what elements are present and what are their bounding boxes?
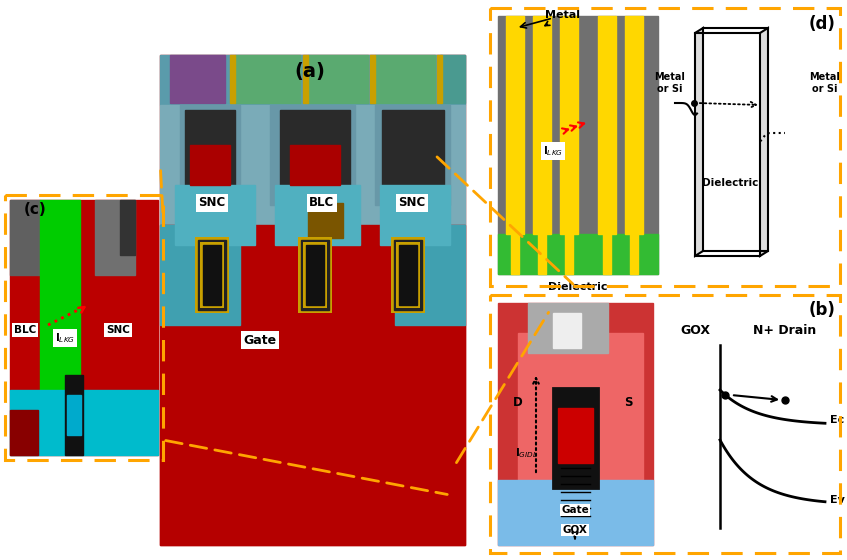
- Text: S: S: [623, 396, 632, 409]
- Text: Dielectric: Dielectric: [548, 282, 608, 292]
- Text: Metal
or Si: Metal or Si: [655, 72, 685, 94]
- Bar: [95, 200, 135, 275]
- Bar: [533, 16, 551, 234]
- Bar: [498, 234, 658, 274]
- Bar: [198, 240, 226, 310]
- Bar: [160, 225, 465, 545]
- Bar: [180, 105, 240, 205]
- Bar: [506, 16, 524, 234]
- Polygon shape: [760, 28, 768, 256]
- Text: D: D: [513, 396, 523, 409]
- Text: BLC: BLC: [309, 197, 335, 209]
- Text: Metal: Metal: [545, 10, 580, 26]
- Bar: [280, 110, 350, 195]
- Bar: [270, 105, 355, 205]
- Bar: [65, 375, 83, 455]
- Text: GOX: GOX: [680, 324, 710, 337]
- Bar: [160, 55, 465, 545]
- Bar: [235, 55, 300, 103]
- Bar: [395, 225, 465, 325]
- Bar: [565, 219, 573, 274]
- Bar: [370, 55, 375, 103]
- Text: SNC: SNC: [398, 197, 426, 209]
- Bar: [275, 185, 360, 245]
- Bar: [306, 245, 324, 305]
- Bar: [160, 105, 465, 225]
- Bar: [10, 390, 158, 455]
- Bar: [391, 237, 425, 313]
- Bar: [375, 105, 450, 205]
- Bar: [518, 333, 643, 495]
- Bar: [301, 240, 329, 310]
- Bar: [200, 242, 224, 308]
- Bar: [375, 55, 435, 103]
- Bar: [170, 55, 225, 103]
- Bar: [195, 237, 229, 313]
- Text: (b): (b): [809, 301, 835, 319]
- Bar: [303, 55, 308, 103]
- Text: Ec: Ec: [830, 415, 844, 425]
- Bar: [308, 203, 343, 238]
- Bar: [498, 16, 658, 274]
- Text: Ev: Ev: [830, 495, 844, 505]
- Bar: [399, 245, 417, 305]
- Text: GOX: GOX: [562, 525, 588, 535]
- Text: BLC: BLC: [14, 325, 36, 335]
- Bar: [5, 195, 163, 460]
- Bar: [10, 200, 158, 455]
- Text: (a): (a): [295, 63, 325, 82]
- Bar: [538, 219, 546, 274]
- Text: (c): (c): [24, 203, 47, 217]
- Bar: [160, 225, 240, 325]
- Bar: [558, 408, 593, 463]
- Text: SNC: SNC: [198, 197, 225, 209]
- Bar: [160, 55, 465, 105]
- Bar: [394, 240, 422, 310]
- Bar: [560, 16, 578, 234]
- Bar: [490, 8, 840, 286]
- Polygon shape: [695, 28, 703, 256]
- Text: Gate: Gate: [561, 505, 589, 515]
- Bar: [511, 219, 519, 274]
- Bar: [230, 55, 235, 103]
- Text: SNC: SNC: [106, 325, 130, 335]
- Text: (d): (d): [809, 15, 835, 33]
- Bar: [630, 219, 638, 274]
- Text: N+ Drain: N+ Drain: [753, 324, 817, 337]
- Bar: [203, 245, 221, 305]
- Text: I$_{LKG}$: I$_{LKG}$: [543, 144, 563, 158]
- Bar: [303, 242, 327, 308]
- Bar: [396, 242, 420, 308]
- Bar: [67, 395, 81, 435]
- Bar: [528, 303, 608, 353]
- Bar: [10, 410, 38, 455]
- Bar: [498, 303, 653, 545]
- Bar: [553, 313, 581, 348]
- Bar: [308, 55, 368, 103]
- Text: I$_{GIDL}$: I$_{GIDL}$: [514, 446, 538, 460]
- Bar: [10, 200, 40, 275]
- Bar: [382, 110, 444, 195]
- Text: Dielectric: Dielectric: [702, 178, 758, 188]
- Bar: [290, 145, 340, 185]
- Text: Gate: Gate: [243, 334, 277, 347]
- Bar: [553, 388, 598, 488]
- Bar: [440, 55, 465, 103]
- Bar: [120, 200, 135, 255]
- Bar: [298, 237, 332, 313]
- Bar: [625, 16, 643, 234]
- Bar: [190, 145, 230, 185]
- Bar: [437, 55, 442, 103]
- Text: Metal
or Si: Metal or Si: [810, 72, 840, 94]
- Bar: [185, 110, 235, 195]
- Bar: [40, 200, 80, 395]
- Bar: [490, 295, 840, 553]
- Bar: [603, 219, 611, 274]
- Text: I$_{LKG}$: I$_{LKG}$: [55, 331, 75, 345]
- Bar: [380, 185, 450, 245]
- Bar: [598, 16, 616, 234]
- Bar: [498, 480, 653, 545]
- Bar: [175, 185, 255, 245]
